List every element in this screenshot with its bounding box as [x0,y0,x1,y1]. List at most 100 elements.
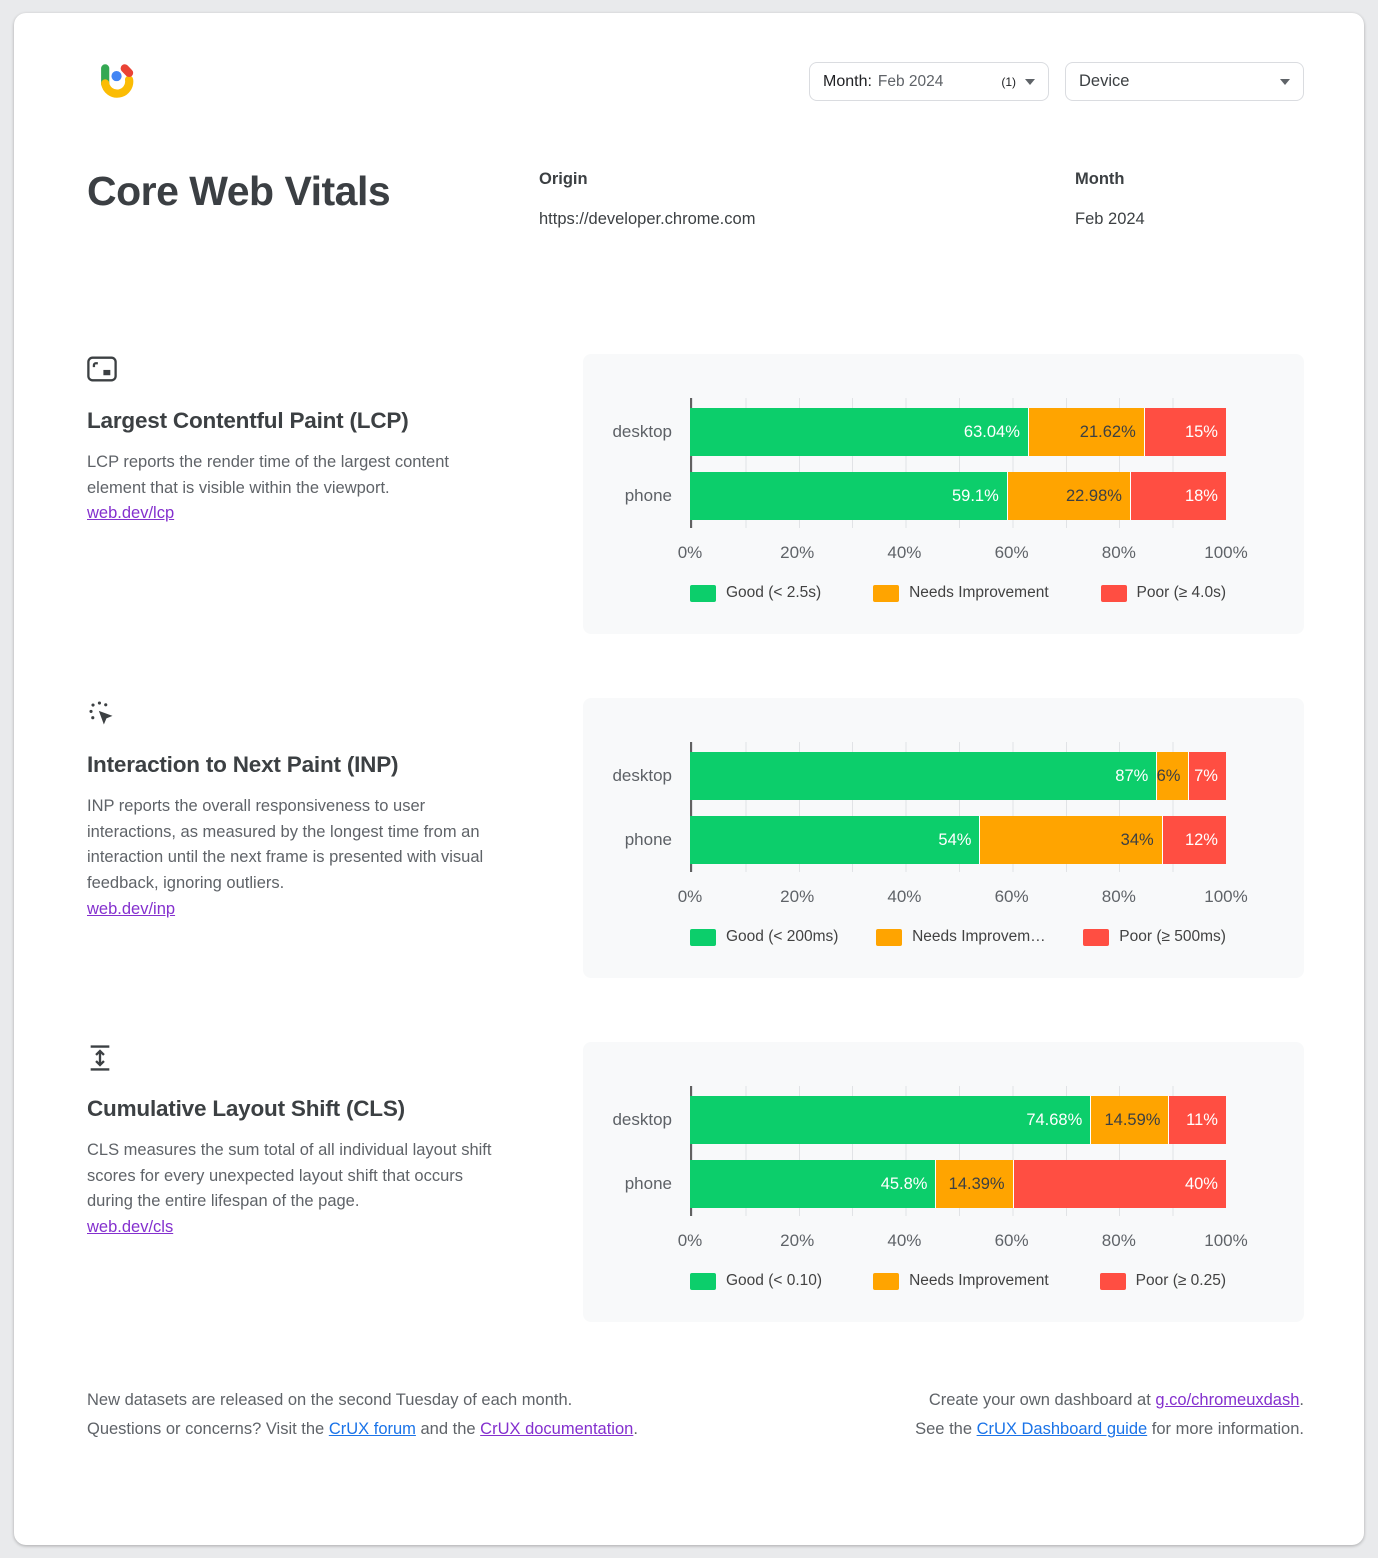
footer-create-note: Create your own dashboard at g.co/chrome… [928,1391,1304,1409]
footer-right: Create your own dashboard at g.co/chrome… [915,1386,1304,1444]
legend-item: Poor (≥ 500ms) [1083,928,1226,946]
crux-forum-link[interactable]: CrUX forum [328,1420,416,1439]
x-axis: 0% 20% 40% 60% 80% 100% [678,872,1248,918]
x-tick: 60% [994,543,1029,562]
bar-segment[interactable]: 54% [690,816,980,864]
crux-dashboard-page: Month: Feb 2024 (1) Device Core Web Vita… [14,13,1364,1545]
bar-track: 87% 6% 7% [690,752,1226,800]
inp-link[interactable]: web.dev/inp [87,899,176,918]
chart-plot: desktop 74.68% 14.59% 11% phone 45.8% 14.39% 40… [583,1086,1226,1216]
report-meta: Origin https://developer.chrome.com Mont… [524,168,1304,229]
lcp-chart: desktop 63.04% 21.62% 15% phone 59.1% 22.98% 18… [583,398,1248,602]
legend-item: Poor (≥ 0.25) [1099,1272,1226,1290]
month-filter-value: Feb 2024 [877,72,944,90]
origin-value: https://developer.chrome.com [539,210,756,228]
device-filter-dropdown[interactable]: Device [1065,62,1304,101]
bar-row-desktop: desktop 74.68% 14.59% 11% [583,1096,1226,1144]
legend-label: Good (< 200ms) [726,928,839,945]
bar-segment[interactable]: 22.98% [1006,472,1130,520]
footer-release-note: New datasets are released on the second … [87,1391,573,1409]
bar-track: 63.04% 21.62% 15% [690,408,1226,456]
chart-legend: Good (< 0.10) Needs Improvement Poor (≥ 0.… [690,1272,1226,1290]
x-axis: 0% 20% 40% 60% 80% 100% [678,1216,1248,1262]
lcp-info: Largest Contentful Paint (LCP) LCP repor… [87,354,583,634]
bar-segment[interactable]: 7% [1188,752,1226,800]
legend-label: Good (< 2.5s) [726,584,822,601]
x-tick: 40% [887,887,922,906]
bar-segment[interactable]: 34% [979,816,1162,864]
footer-left: New datasets are released on the second … [87,1386,638,1444]
cls-link[interactable]: web.dev/cls [87,1218,174,1237]
bar-segment[interactable]: 63.04% [690,408,1028,456]
metric-sections: Largest Contentful Paint (LCP) LCP repor… [87,354,1304,1322]
legend-label: Needs Improvement [909,1272,1049,1289]
legend-label: Poor (≥ 4.0s) [1136,584,1226,601]
chart-legend: Good (< 200ms) Needs Improvem… Poor (≥ 500… [690,928,1226,946]
bar-segment[interactable]: 21.62% [1027,408,1144,456]
legend-swatch [1100,584,1127,602]
month-block: Month Feb 2024 [1075,170,1304,229]
filter-bar: Month: Feb 2024 (1) Device [809,62,1304,101]
bar-track: 74.68% 14.59% 11% [690,1096,1226,1144]
x-tick: 40% [887,1231,922,1250]
bar-row-phone: phone 54% 34% 12% [583,816,1226,864]
lcp-link[interactable]: web.dev/lcp [87,504,175,523]
category-label: phone [624,486,672,505]
cls-section: Cumulative Layout Shift (CLS) CLS measur… [87,1042,1304,1322]
legend-swatch [690,1272,716,1290]
bar-row-desktop: desktop 87% 6% 7% [583,752,1226,800]
origin-label: Origin [539,170,588,188]
legend-item: Needs Improvement [873,584,1049,602]
legend-item: Poor (≥ 4.0s) [1100,584,1226,602]
x-tick: 20% [780,543,815,562]
lcp-chart-card: desktop 63.04% 21.62% 15% phone 59.1% 22.98% 18… [583,354,1304,634]
topbar: Month: Feb 2024 (1) Device [87,62,1304,102]
cls-info: Cumulative Layout Shift (CLS) CLS measur… [87,1042,583,1322]
bar-segment[interactable]: 14.39% [935,1160,1013,1208]
bar-segment[interactable]: 18% [1129,472,1226,520]
bar-segment[interactable]: 14.59% [1090,1096,1169,1144]
month-filter-count: (1) [1001,74,1016,89]
x-tick: 100% [1204,1231,1248,1250]
x-tick: 100% [1204,887,1248,906]
lcp-description: LCP reports the render time of the large… [87,453,449,497]
legend-swatch [873,584,900,602]
chromeuxdash-link[interactable]: g.co/chromeuxdash [1155,1391,1300,1409]
month-value: Feb 2024 [1075,210,1145,228]
legend-swatch [690,928,716,946]
category-label: phone [624,1174,672,1193]
legend-item: Good (< 0.10) [690,1272,822,1290]
bar-segment[interactable]: 11% [1168,1096,1226,1144]
category-label: desktop [612,1110,672,1129]
crux-documentation-link[interactable]: CrUX documentation [480,1420,634,1439]
crux-logo [97,62,137,102]
bar-segment[interactable]: 87% [690,752,1157,800]
x-axis: 0% 20% 40% 60% 80% 100% [678,528,1248,574]
bar-segment[interactable]: 59.1% [690,472,1007,520]
cls-title: Cumulative Layout Shift (CLS) [87,1096,405,1121]
x-tick: 100% [1204,543,1248,562]
page-title: Core Web Vitals [87,168,391,214]
bar-segment[interactable]: 15% [1143,408,1226,456]
dashboard-guide-link[interactable]: CrUX Dashboard guide [976,1420,1148,1439]
bar-segment[interactable]: 45.8% [690,1160,936,1208]
month-filter-dropdown[interactable]: Month: Feb 2024 (1) [809,62,1049,101]
bar-segment[interactable]: 40% [1012,1160,1226,1208]
layout-shift-icon [87,1044,507,1074]
bar-segment[interactable]: 74.68% [690,1096,1091,1144]
category-label: phone [624,830,672,849]
x-tick: 0% [677,543,703,562]
fit-screen-icon [87,356,507,386]
bar-segment[interactable]: 6% [1156,752,1189,800]
footer-guide-note: See the CrUX Dashboard guide for more in… [915,1420,1304,1439]
legend-swatch [1099,1272,1126,1290]
x-tick: 80% [1101,543,1136,562]
bar-segment[interactable]: 12% [1161,816,1226,864]
legend-label: Poor (≥ 0.25) [1135,1272,1226,1289]
title-row: Core Web Vitals Origin https://developer… [87,168,1304,229]
chevron-down-icon [1280,78,1290,85]
chart-plot: desktop 63.04% 21.62% 15% phone 59.1% 22.98% 18… [583,398,1226,528]
lcp-title: Largest Contentful Paint (LCP) [87,408,409,433]
inp-title: Interaction to Next Paint (INP) [87,752,399,777]
legend-label: Needs Improvem… [912,928,1046,945]
